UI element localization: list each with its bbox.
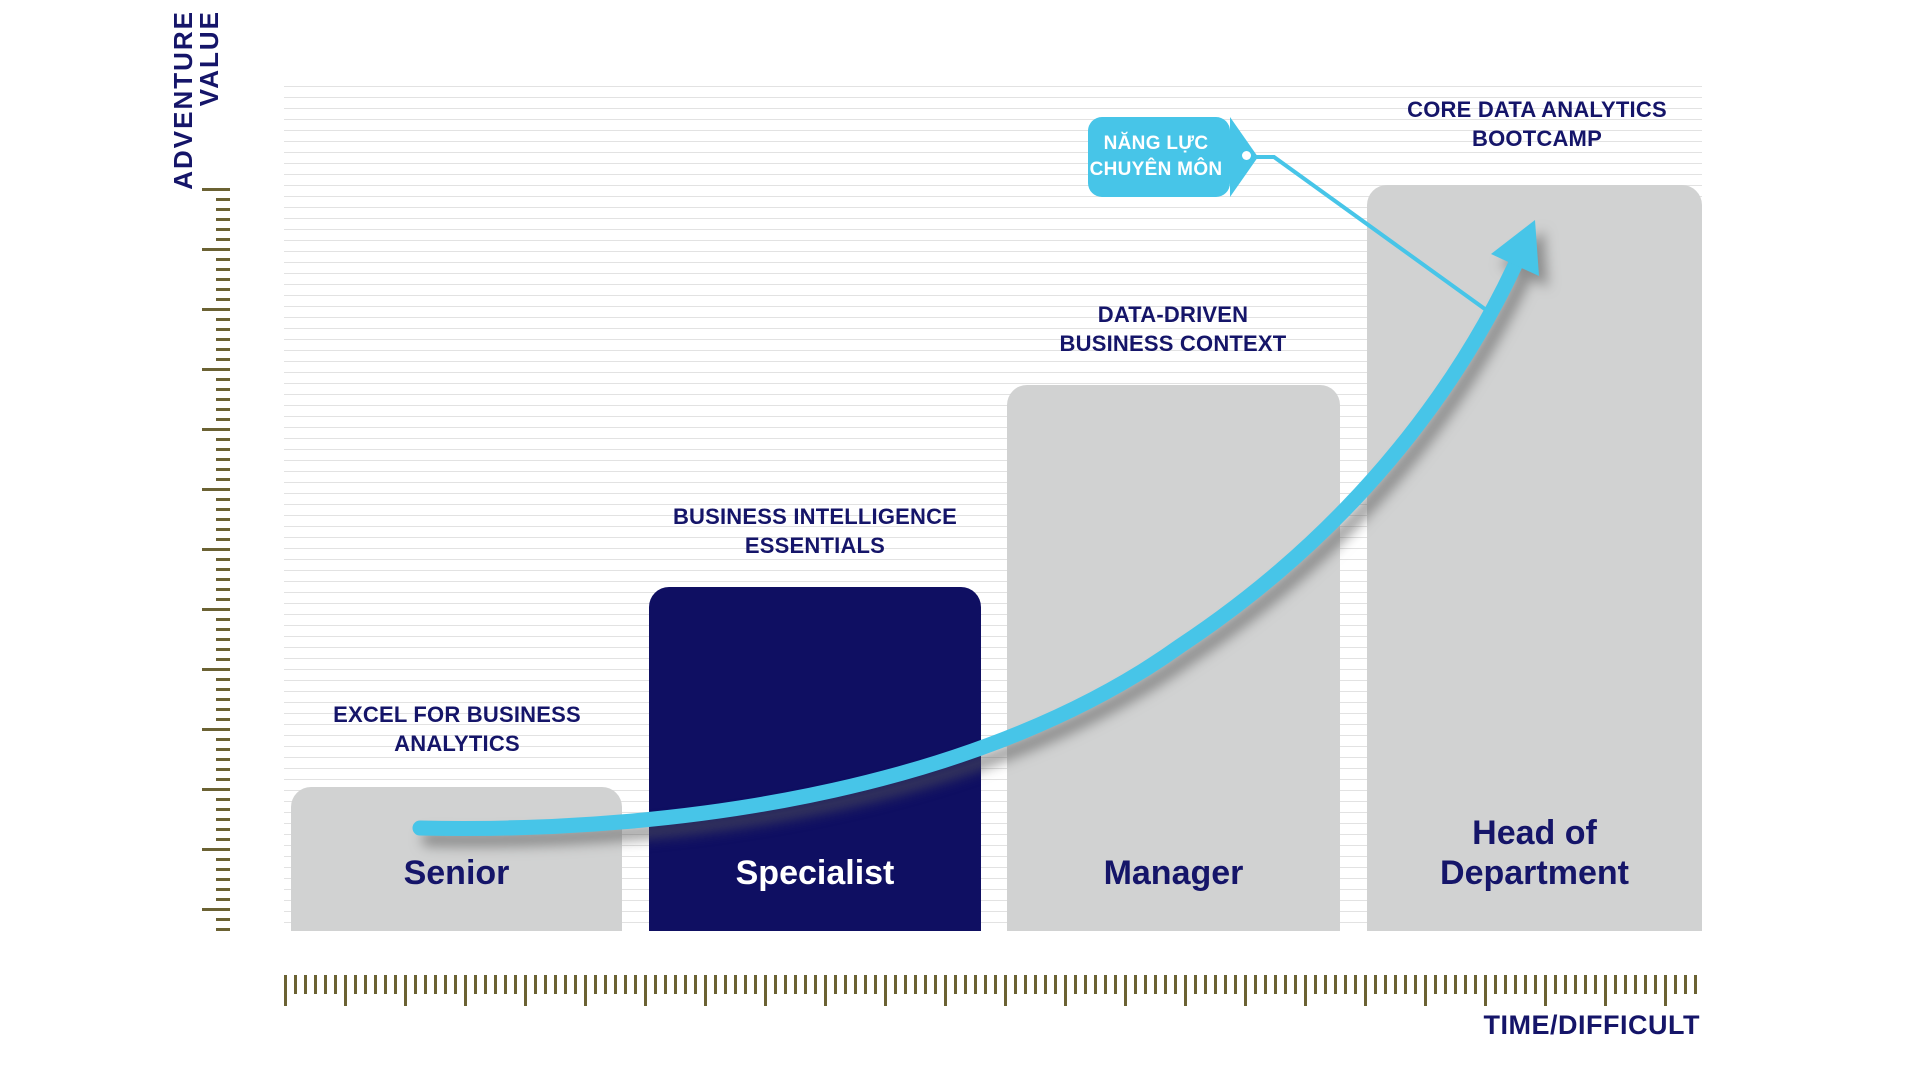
y-axis-ruler	[202, 188, 230, 936]
bar-senior: Senior	[291, 787, 622, 931]
course-label-core-bootcamp: CORE DATA ANALYTICS BOOTCAMP	[1407, 97, 1667, 152]
bar-head-of-department: Head of Department	[1367, 185, 1702, 931]
callout-tag: NĂNG LỰC CHUYÊN MÔN	[1088, 117, 1230, 197]
role-label-senior: Senior	[403, 853, 510, 892]
role-label-head-of-department: Head of Department	[1440, 813, 1629, 892]
y-axis-label: ADVENTURE VALUE	[168, 10, 224, 190]
course-label-data-driven: DATA-DRIVEN BUSINESS CONTEXT	[1059, 302, 1287, 357]
callout-tag-label: NĂNG LỰC CHUYÊN MÔN	[1089, 133, 1223, 180]
bar-specialist: Specialist	[649, 587, 981, 931]
x-axis-ruler	[284, 975, 1702, 1006]
role-label-specialist: Specialist	[735, 853, 895, 892]
x-axis-label: TIME/DIFFICULT	[1483, 1010, 1700, 1040]
course-label-business-intelligence: BUSINESS INTELLIGENCE ESSENTIALS	[672, 504, 958, 559]
tag-hole-icon	[1242, 151, 1251, 160]
role-label-manager: Manager	[1103, 853, 1244, 892]
bar-manager: Manager	[1007, 385, 1340, 931]
course-label-excel: EXCEL FOR BUSINESS ANALYTICS	[333, 702, 581, 757]
